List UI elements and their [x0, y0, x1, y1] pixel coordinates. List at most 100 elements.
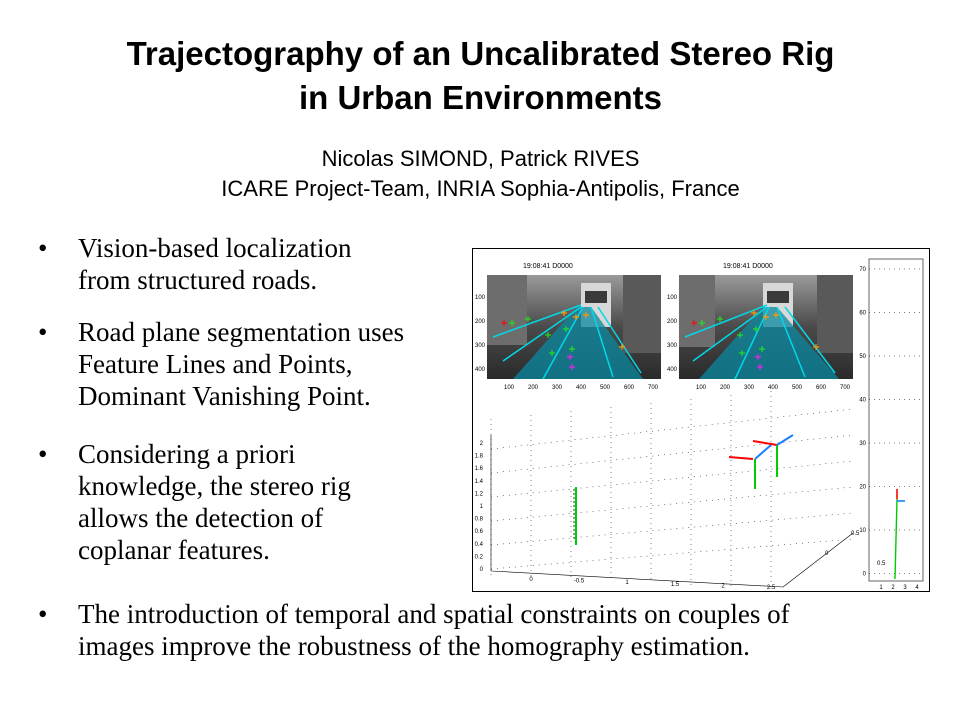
plot3d-z-tick-label: 1.8: [475, 454, 484, 460]
side-y-tick-label: 60: [859, 311, 866, 317]
figure-canvas: 19:08:41 D0000 19:08:41 D0000: [475, 258, 924, 591]
slide-authors: Nicolas SIMOND, Patrick RIVES ICARE Proj…: [0, 144, 961, 204]
title-line-2: in Urban Environments: [298, 79, 663, 116]
bullet-text: Vision-based localization from structure…: [78, 232, 352, 296]
plot3d-y-tick-label: 0.5: [877, 561, 886, 567]
plot3d-x-axis: [490, 570, 784, 588]
side-y-tick-label: 40: [859, 398, 866, 404]
bullet-line: images improve the robustness of the hom…: [78, 631, 750, 661]
image-x-tick-label: 600: [816, 385, 827, 391]
plot3d-x-tick-label: 0: [529, 577, 533, 583]
bullet-line: Road plane segmentation uses: [78, 317, 405, 347]
image-x-tick-label: 100: [504, 385, 515, 391]
image-x-tick-label: 300: [744, 385, 755, 391]
plot3d-grid-line: [490, 434, 854, 474]
side-plot-ticks: 70 60 50 40 30 20 10 0 1 2 3 4: [859, 267, 923, 591]
feature-line: [597, 306, 642, 374]
plot3d-x-tick-label: 2.5: [767, 585, 776, 591]
plot3d-ticks: 2 1.8 1.6 1.4 1.2 1 0.8 0.6 0.4 0.2 0 0 -0.5 1 1.5 2 2.5…: [475, 441, 886, 591]
side-y-tick-label: 30: [859, 441, 866, 447]
side-x-tick-label: 3: [903, 585, 907, 591]
plot3d-z-tick-label: 0.8: [475, 517, 484, 523]
camera-x-axis: [728, 456, 754, 460]
results-figure: 19:08:41 D0000 19:08:41 D0000: [472, 248, 930, 592]
camera-frame-1: [728, 444, 772, 489]
bullet-line: Dominant Vanishing Point.: [78, 381, 371, 411]
plot3d-x-tick-label: 2: [721, 583, 725, 589]
plot3d-z-tick-label: 1.2: [475, 491, 484, 497]
feature-line: [590, 306, 614, 378]
bullet-line: Considering a priori: [78, 439, 296, 469]
image-y-tick-label: 300: [475, 343, 486, 349]
plot3d-grid-line: [490, 408, 854, 450]
image-x-tick-label: 700: [648, 385, 659, 391]
image-x-tick-label: 500: [792, 385, 803, 391]
plot3d-z-tick-label: 0.4: [475, 542, 484, 548]
building-left: [679, 275, 715, 347]
plot3d-grid-line: [490, 460, 854, 498]
road-plane: [513, 307, 643, 379]
van-window: [767, 291, 789, 303]
camera-z-axis: [754, 444, 772, 460]
image-x-tick-label: 400: [576, 385, 587, 391]
image-axis-ticks: 100 200 300 400 500 600 700 100 200 300 400 100 200 3…: [475, 295, 851, 391]
image-y-tick-label: 100: [475, 295, 486, 301]
image-x-tick-label: 400: [768, 385, 779, 391]
side-y-tick-label: 10: [859, 528, 866, 534]
bullet-line: knowledge, the stereo rig: [78, 471, 351, 501]
side-y-tick-label: 20: [859, 485, 866, 491]
image-x-tick-label: 100: [696, 385, 707, 391]
side-y-tick-label: 50: [859, 354, 866, 360]
camera-frame-2: [752, 434, 794, 477]
bullet-line: coplanar features.: [78, 535, 270, 565]
bullet-line: The introduction of temporal and spatial…: [78, 599, 790, 629]
image-x-tick-label: 200: [528, 385, 539, 391]
side-y-tick-label: 0: [863, 572, 867, 578]
van-window: [585, 291, 607, 303]
camera-x-axis: [752, 440, 778, 446]
feature-line: [776, 306, 806, 378]
right-camera-image: 19:08:41 D0000: [679, 263, 853, 380]
slide-title: Trajectography of an Uncalibrated Stereo…: [0, 32, 961, 120]
feature-points: [501, 310, 625, 370]
building-left: [487, 275, 527, 345]
bullet-line: Feature Lines and Points,: [78, 349, 353, 379]
camera-z-axis: [776, 434, 794, 446]
side-y-tick-label: 70: [859, 267, 866, 273]
bullet-dot-icon: •: [38, 317, 48, 347]
bullet-dot-icon: •: [38, 233, 48, 263]
image-x-tick-label: 600: [624, 385, 635, 391]
bullet-line: from structured roads.: [78, 265, 318, 295]
image-x-tick-label: 700: [840, 385, 851, 391]
trajectory-side-plot: 70 60 50 40 30 20 10 0 1 2 3 4: [859, 258, 924, 591]
image-y-tick-label: 200: [667, 319, 678, 325]
side-trajectory: [894, 498, 898, 580]
image-x-tick-label: 300: [552, 385, 563, 391]
building-right: [623, 275, 661, 353]
bullet-dot-icon: •: [38, 439, 48, 469]
feature-line: [784, 306, 836, 374]
plot3d-x-tick-label: -0.5: [574, 579, 585, 585]
plot3d-grid-line: [490, 512, 854, 546]
plot3d-z-tick-label: 1.4: [475, 479, 484, 485]
plot3d-z-tick-label: 0.6: [475, 529, 484, 535]
plot3d-z-tick-label: 1: [480, 504, 484, 510]
image-y-tick-label: 200: [475, 319, 486, 325]
side-x-tick-label: 1: [879, 585, 883, 591]
right-image-caption: 19:08:41 D0000: [723, 263, 773, 270]
bullet-dot-icon: •: [38, 599, 48, 629]
image-y-tick-label: 400: [475, 367, 486, 373]
feature-points: [691, 310, 819, 370]
image-x-tick-label: 200: [720, 385, 731, 391]
image-y-tick-label: 100: [667, 295, 678, 301]
image-x-tick-label: 500: [600, 385, 611, 391]
plot3d-grid: [490, 391, 854, 589]
authors-affiliation: ICARE Project-Team, INRIA Sophia-Antipol…: [221, 176, 740, 201]
feature-line: [734, 306, 770, 380]
plot3d-z-tick-label: 2: [480, 441, 484, 447]
plot3d-z-tick-label: 0: [480, 567, 484, 573]
plot3d-z-tick-label: 0.2: [475, 554, 484, 560]
feature-line: [492, 304, 582, 338]
left-camera-image: 19:08:41 D0000: [487, 263, 661, 380]
authors-names: Nicolas SIMOND, Patrick RIVES: [321, 146, 640, 171]
